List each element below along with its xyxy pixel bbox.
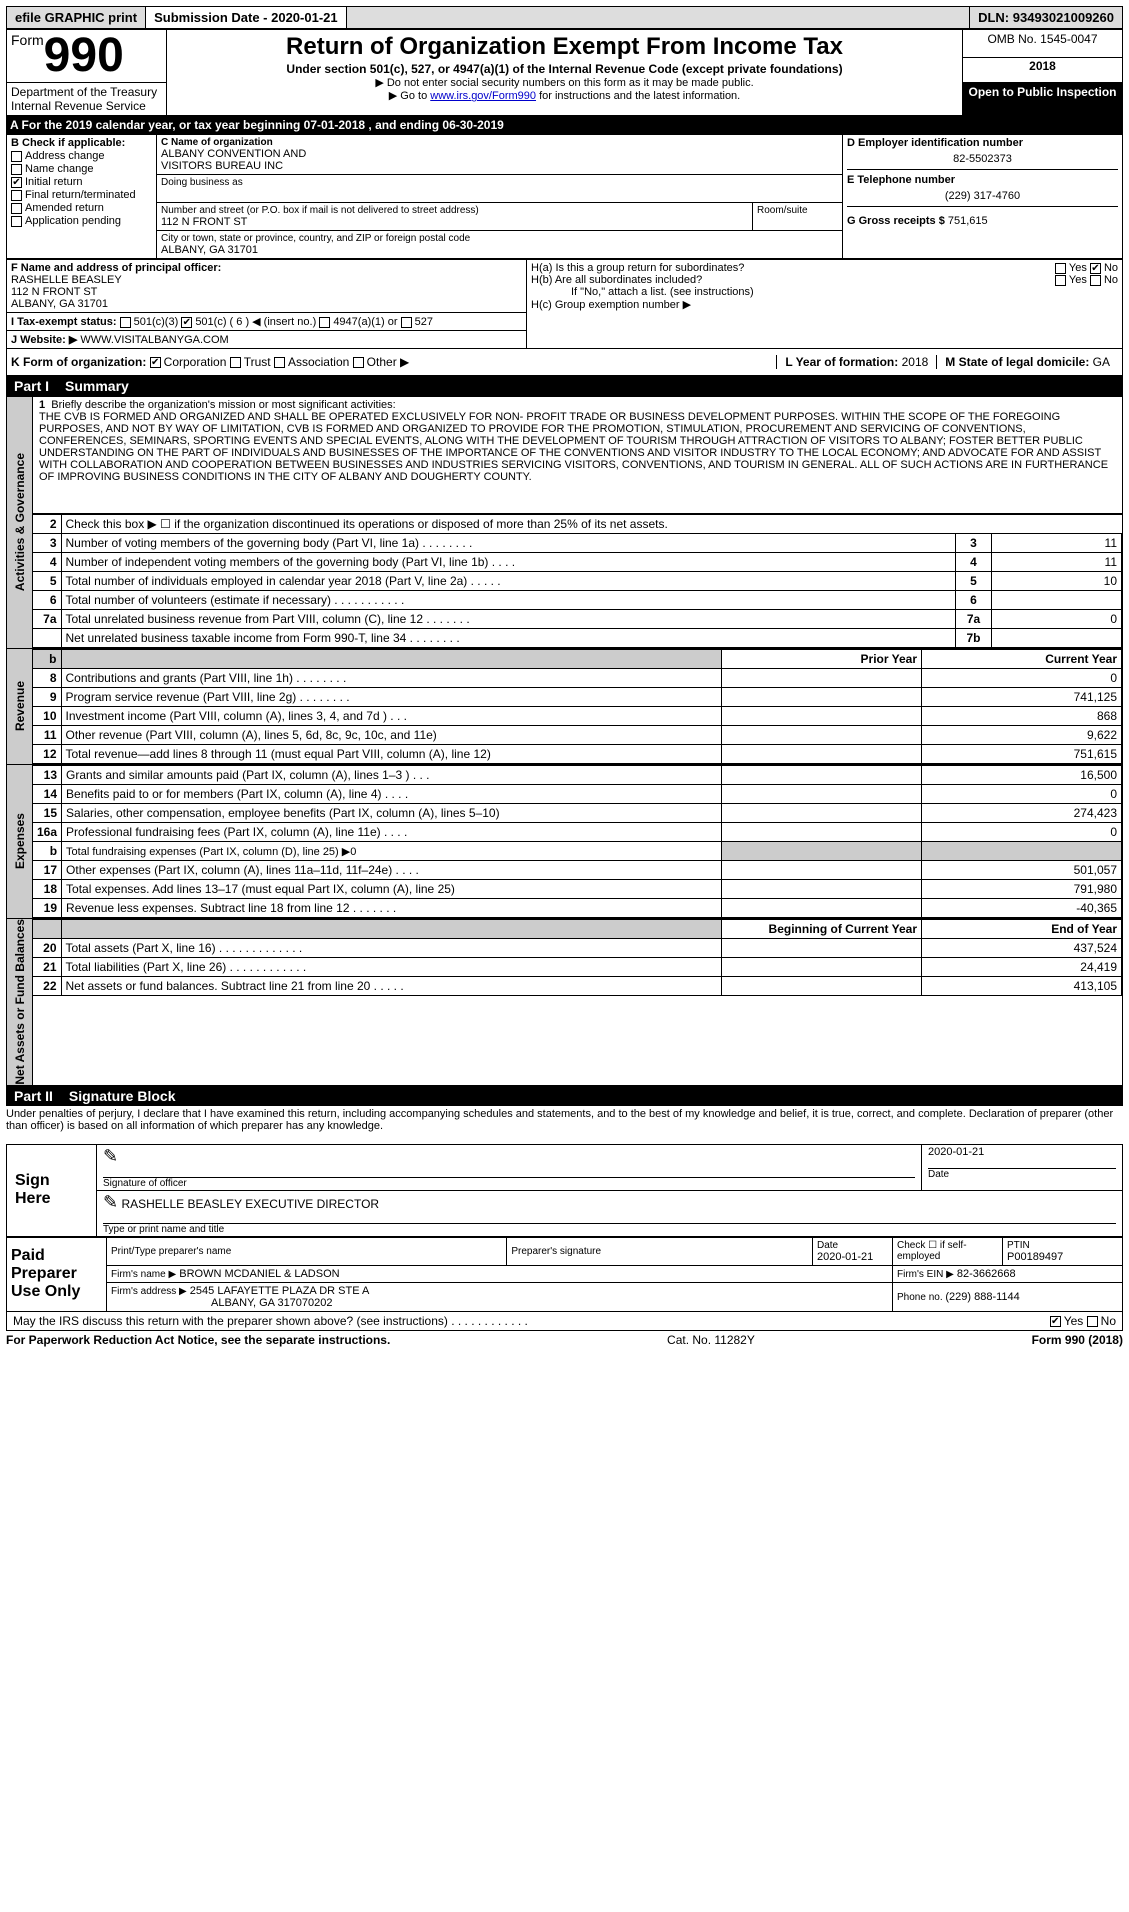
paperwork-notice: For Paperwork Reduction Act Notice, see … xyxy=(6,1333,390,1347)
paid-preparer-label: PaidPreparerUse Only xyxy=(7,1237,107,1311)
submission-date: Submission Date - 2020-01-21 xyxy=(146,7,347,28)
officer-signature: ✎ Signature of officer xyxy=(97,1145,922,1190)
efile-label: efile GRAPHIC print xyxy=(7,7,146,28)
part-i-header: Part ISummary xyxy=(6,376,1123,396)
form-990-page: efile GRAPHIC print Submission Date - 20… xyxy=(0,0,1129,1355)
summary-body: Activities & Governance 1 Briefly descri… xyxy=(6,396,1123,1086)
box-b: B Check if applicable: Address change Na… xyxy=(7,135,157,259)
form-ref: Form 990 (2018) xyxy=(1032,1333,1123,1347)
top-bar: efile GRAPHIC print Submission Date - 20… xyxy=(6,6,1123,29)
preparer-signature: Preparer's signature xyxy=(507,1237,813,1265)
firm-address: Firm's address ▶ 2545 LAFAYETTE PLAZA DR… xyxy=(107,1282,893,1311)
form-number: Form990 xyxy=(11,32,162,80)
ptin: PTINP00189497 xyxy=(1003,1237,1123,1265)
expenses-table: 13Grants and similar amounts paid (Part … xyxy=(33,765,1122,918)
mission-block: 1 Briefly describe the organization's mi… xyxy=(33,397,1122,514)
tax-year-line: A For the 2019 calendar year, or tax yea… xyxy=(6,116,1123,134)
org-name: C Name of organization ALBANY CONVENTION… xyxy=(157,135,843,175)
side-activities-governance: Activities & Governance xyxy=(7,397,33,648)
firm-name: Firm's name ▶ BROWN MCDANIEL & LADSON xyxy=(107,1265,893,1282)
city-state-zip: City or town, state or province, country… xyxy=(157,231,843,259)
open-to-public: Open to Public Inspection xyxy=(963,83,1123,116)
box-j: J Website: ▶ WWW.VISITALBANYGA.COM xyxy=(7,331,527,349)
part-ii-header: Part IISignature Block xyxy=(6,1086,1123,1106)
irs-discuss-row: May the IRS discuss this return with the… xyxy=(6,1312,1123,1331)
officer-name: ✎ RASHELLE BEASLEY EXECUTIVE DIRECTOR Ty… xyxy=(97,1191,1122,1236)
omb-number: OMB No. 1545-0047 xyxy=(963,30,1123,58)
self-employed-check: Check ☐ if self-employed xyxy=(893,1237,1003,1265)
dept-treasury: Department of the TreasuryInternal Reven… xyxy=(7,83,167,116)
box-d-e-g: D Employer identification number 82-5502… xyxy=(843,135,1123,259)
officer-group-block: F Name and address of principal officer:… xyxy=(6,259,1123,349)
governance-lines: 2Check this box ▶ ☐ if the organization … xyxy=(33,514,1122,648)
page-footer: For Paperwork Reduction Act Notice, see … xyxy=(6,1331,1123,1349)
sign-here-block: SignHere ✎ Signature of officer 2020-01-… xyxy=(6,1144,1123,1237)
box-k-l-m: K Form of organization: Corporation Trus… xyxy=(6,349,1123,376)
revenue-table: bPrior YearCurrent Year 8Contributions a… xyxy=(33,649,1122,764)
side-expenses: Expenses xyxy=(7,765,33,918)
header-table: Form990 Return of Organization Exempt Fr… xyxy=(6,29,1123,116)
room-suite: Room/suite xyxy=(753,203,843,231)
catalog-number: Cat. No. 11282Y xyxy=(667,1333,755,1347)
street-address: Number and street (or P.O. box if mail i… xyxy=(157,203,753,231)
penalties-statement: Under penalties of perjury, I declare th… xyxy=(6,1106,1123,1138)
side-net-assets: Net Assets or Fund Balances xyxy=(7,919,33,1085)
box-f: F Name and address of principal officer:… xyxy=(7,260,527,313)
box-h: H(a) Is this a group return for subordin… xyxy=(527,260,1123,349)
form-title: Return of Organization Exempt From Incom… xyxy=(171,34,958,60)
dba: Doing business as xyxy=(157,175,843,203)
form-note2: ▶ Go to www.irs.gov/Form990 for instruct… xyxy=(171,89,958,102)
dln: DLN: 93493021009260 xyxy=(969,7,1122,28)
box-i: I Tax-exempt status: 501(c)(3) 501(c) ( … xyxy=(7,313,527,331)
paid-preparer-block: PaidPreparerUse Only Print/Type preparer… xyxy=(6,1237,1123,1312)
sign-here-label: SignHere xyxy=(7,1145,97,1236)
form-note1: ▶ Do not enter social security numbers o… xyxy=(171,76,958,89)
net-assets-table: Beginning of Current YearEnd of Year 20T… xyxy=(33,919,1122,996)
side-revenue: Revenue xyxy=(7,649,33,764)
signature-date: 2020-01-21 Date xyxy=(922,1145,1122,1190)
firm-phone: Phone no. (229) 888-1144 xyxy=(893,1282,1123,1311)
form-subtitle: Under section 501(c), 527, or 4947(a)(1)… xyxy=(171,62,958,76)
preparer-print-name: Print/Type preparer's name xyxy=(107,1237,507,1265)
preparer-date: Date2020-01-21 xyxy=(813,1237,893,1265)
firm-ein: Firm's EIN ▶ 82-3662668 xyxy=(893,1265,1123,1282)
identity-block: B Check if applicable: Address change Na… xyxy=(6,134,1123,259)
tax-year-big: 2018 xyxy=(963,57,1123,82)
irs-link[interactable]: www.irs.gov/Form990 xyxy=(430,90,536,102)
